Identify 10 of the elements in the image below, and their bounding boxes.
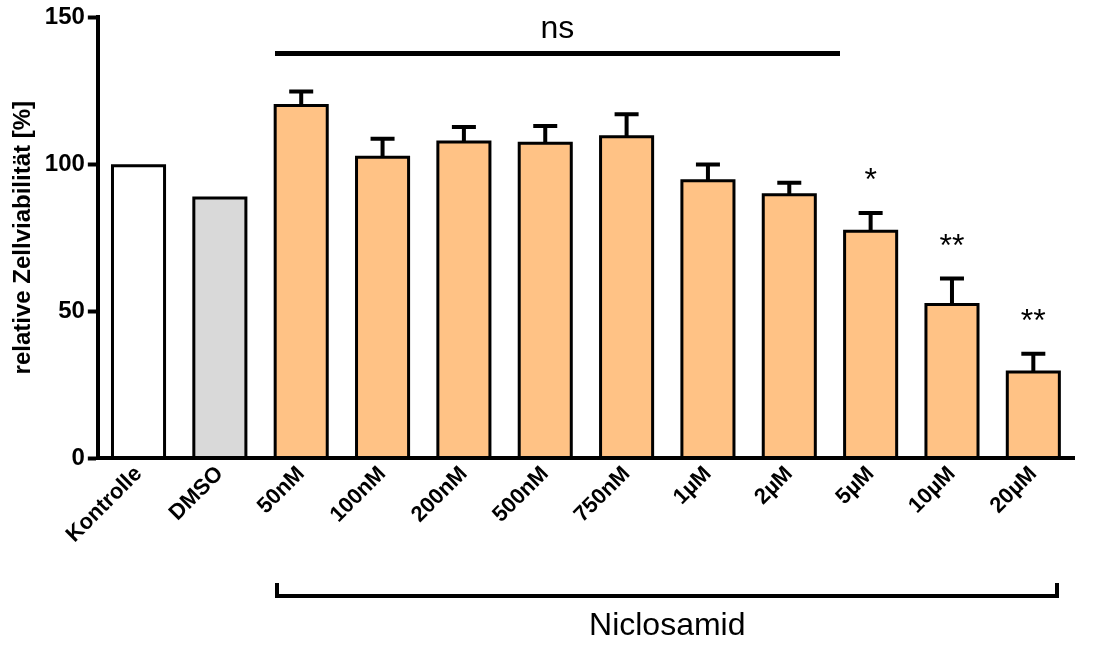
y-tick-label: 150	[44, 2, 85, 30]
annotation: *	[864, 161, 877, 199]
y-tick-label: 100	[44, 148, 85, 176]
annotation: ns	[540, 8, 575, 46]
annotation: **	[939, 226, 965, 264]
y-axis-title: relative Zellviabilität [%]	[8, 101, 36, 375]
y-tick-label: 0	[71, 442, 85, 470]
text: Niclosamid	[589, 606, 746, 643]
y-tick-label: 50	[58, 295, 85, 323]
annotation: **	[1020, 301, 1046, 339]
